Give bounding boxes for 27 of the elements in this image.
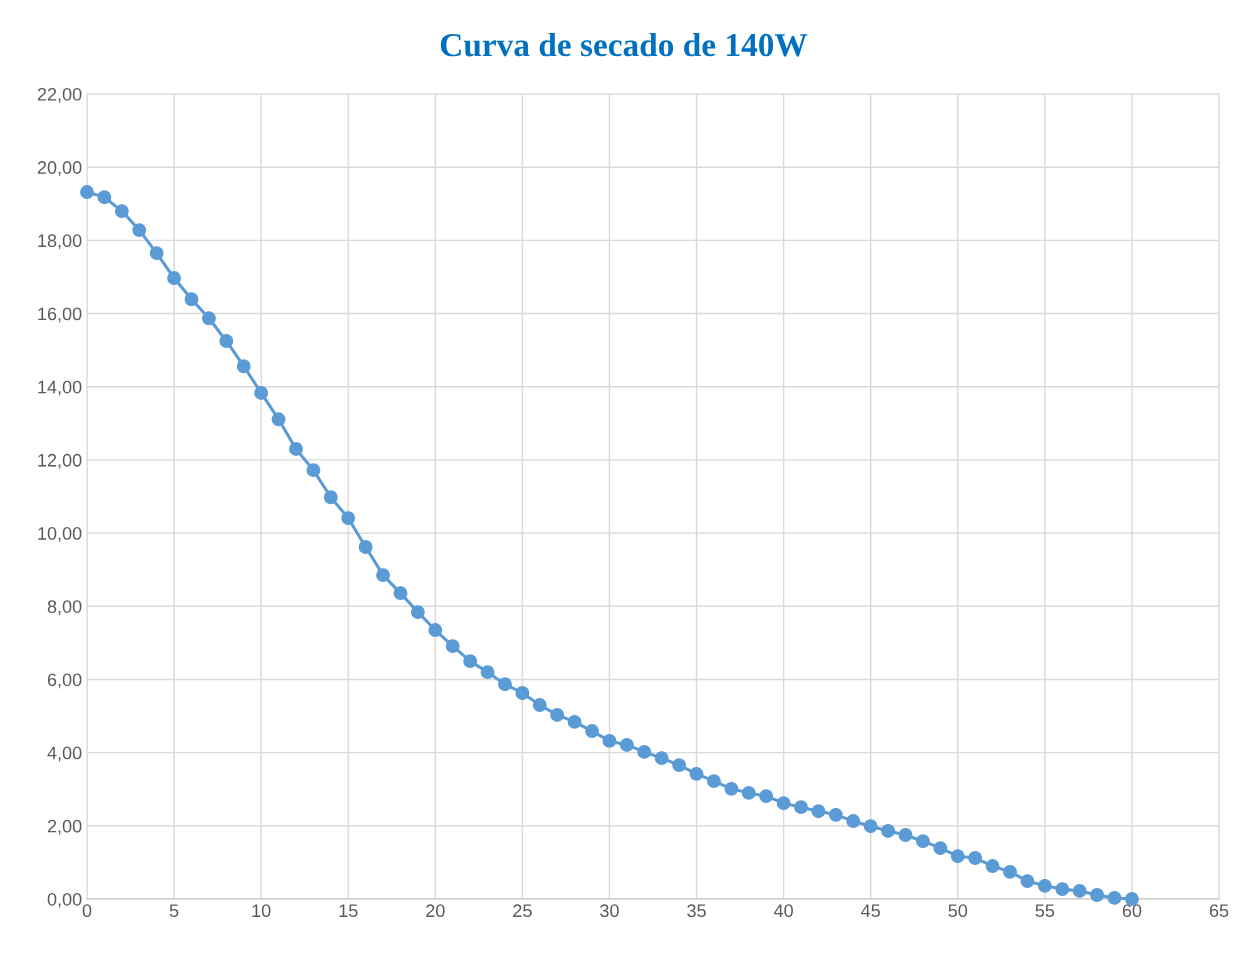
y-tick-label: 18,00: [38, 234, 82, 250]
x-tick-label: 0: [82, 904, 92, 918]
x-tick-label: 65: [1209, 904, 1229, 918]
y-tick-label: 16,00: [38, 307, 82, 323]
x-tick-label: 30: [600, 904, 619, 918]
x-tick-label: 55: [1035, 904, 1055, 918]
x-tick-label: 25: [513, 904, 532, 918]
chart-title: Curva de secado de 140W: [440, 32, 808, 57]
x-tick-label: 20: [426, 904, 445, 918]
x-tick-label: 50: [948, 904, 968, 918]
y-tick-label: 8,00: [47, 600, 82, 616]
x-tick-label: 45: [861, 904, 880, 918]
y-tick-label: 14,00: [38, 380, 82, 396]
x-tick-label: 5: [169, 904, 179, 918]
y-tick-label: 12,00: [38, 453, 82, 469]
x-tick-label: 60: [1122, 904, 1142, 918]
y-tick-label: 20,00: [37, 161, 82, 177]
y-tick-label: 6,00: [47, 673, 82, 689]
y-tick-label: 4,00: [47, 746, 82, 762]
x-tick-label: 15: [339, 904, 358, 918]
x-tick-label: 40: [773, 904, 793, 918]
x-tick-label: 35: [687, 904, 706, 918]
x-tick-label: 10: [252, 904, 271, 918]
y-tick-label: 0,00: [47, 892, 82, 908]
y-tick-label: 22,00: [37, 87, 82, 103]
y-tick-label: 2,00: [47, 819, 82, 835]
y-tick-label: 10,00: [38, 527, 82, 542]
